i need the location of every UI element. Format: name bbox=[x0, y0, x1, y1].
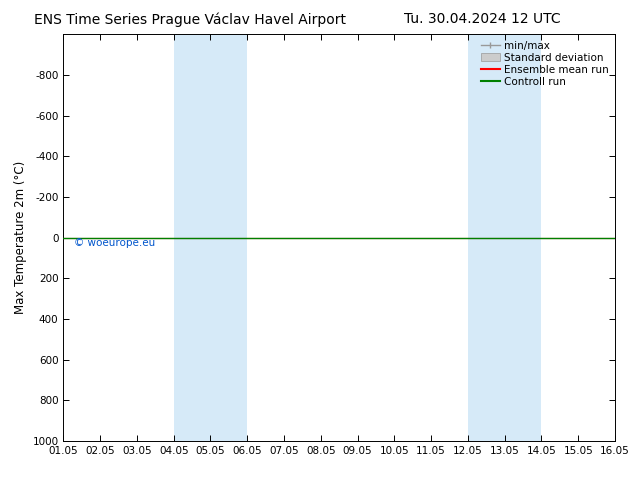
Text: © woeurope.eu: © woeurope.eu bbox=[74, 238, 156, 247]
Y-axis label: Max Temperature 2m (°C): Max Temperature 2m (°C) bbox=[14, 161, 27, 314]
Text: ENS Time Series Prague Václav Havel Airport: ENS Time Series Prague Václav Havel Airp… bbox=[34, 12, 346, 27]
Bar bbox=[174, 34, 247, 441]
Bar bbox=[468, 34, 541, 441]
Legend: min/max, Standard deviation, Ensemble mean run, Controll run: min/max, Standard deviation, Ensemble me… bbox=[477, 36, 613, 91]
Text: Tu. 30.04.2024 12 UTC: Tu. 30.04.2024 12 UTC bbox=[403, 12, 560, 26]
